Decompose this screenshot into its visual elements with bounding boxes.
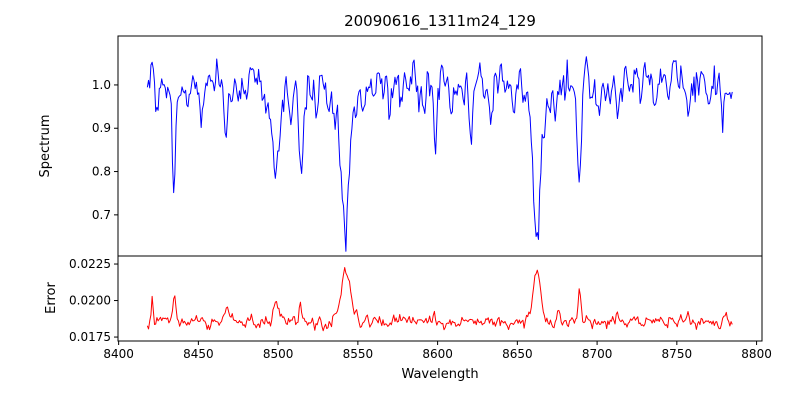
y-tick-label: 0.7 <box>92 208 111 222</box>
plot-layer: 0.7 0.8 0.9 1.0 0.0175 0.0200 0.0225 8400 8450 85… <box>69 35 772 361</box>
y-tick-label: 0.0175 <box>69 330 111 344</box>
x-tick-label: 8550 <box>343 347 374 361</box>
x-tick-label: 8750 <box>662 347 693 361</box>
x-tick-label: 8400 <box>103 347 134 361</box>
x-tick-label: 8600 <box>422 347 453 361</box>
plot-area-0 <box>117 35 763 257</box>
x-tick-label: 8800 <box>741 347 772 361</box>
x-tick-label: 8500 <box>263 347 294 361</box>
y-tick-label: 0.0225 <box>69 257 111 271</box>
error-line <box>146 267 733 332</box>
y-axis-label-error: Error <box>44 282 59 314</box>
x-axis-label: Wavelength <box>401 367 478 382</box>
spectrum-line <box>146 56 733 252</box>
y-tick-label: 0.0200 <box>69 294 111 308</box>
x-tick-label: 8700 <box>582 347 613 361</box>
y-axis-label-spectrum: Spectrum <box>38 115 53 178</box>
x-tick-label: 8450 <box>183 347 214 361</box>
y-tick-label: 0.9 <box>92 121 111 135</box>
x-tick-label: 8650 <box>502 347 533 361</box>
y-tick-label: 0.8 <box>92 165 111 179</box>
plot-area-1 <box>117 255 763 342</box>
chart-title: 20090616_1311m24_129 <box>344 12 536 31</box>
y-tick-label: 1.0 <box>92 78 111 92</box>
